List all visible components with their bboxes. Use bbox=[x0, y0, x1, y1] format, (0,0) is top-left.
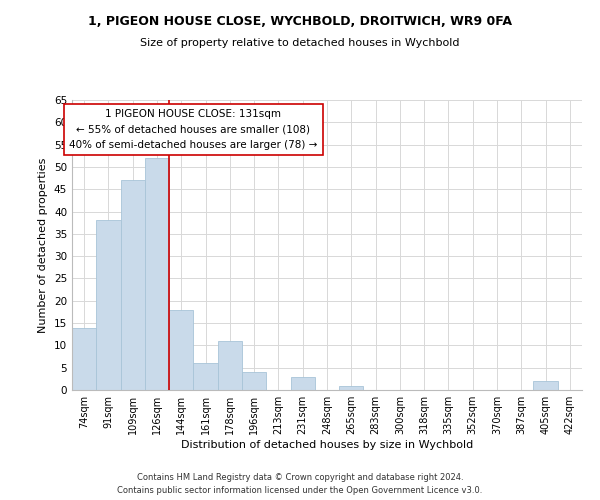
Bar bbox=[242, 372, 266, 390]
Bar bbox=[121, 180, 145, 390]
Text: Size of property relative to detached houses in Wychbold: Size of property relative to detached ho… bbox=[140, 38, 460, 48]
Bar bbox=[96, 220, 121, 390]
Y-axis label: Number of detached properties: Number of detached properties bbox=[38, 158, 49, 332]
Text: 1 PIGEON HOUSE CLOSE: 131sqm
← 55% of detached houses are smaller (108)
40% of s: 1 PIGEON HOUSE CLOSE: 131sqm ← 55% of de… bbox=[69, 109, 317, 150]
X-axis label: Distribution of detached houses by size in Wychbold: Distribution of detached houses by size … bbox=[181, 440, 473, 450]
Bar bbox=[533, 381, 558, 390]
Text: Contains HM Land Registry data © Crown copyright and database right 2024.
Contai: Contains HM Land Registry data © Crown c… bbox=[118, 473, 482, 495]
Bar bbox=[72, 328, 96, 390]
Bar bbox=[169, 310, 193, 390]
Bar bbox=[145, 158, 169, 390]
Text: 1, PIGEON HOUSE CLOSE, WYCHBOLD, DROITWICH, WR9 0FA: 1, PIGEON HOUSE CLOSE, WYCHBOLD, DROITWI… bbox=[88, 15, 512, 28]
Bar bbox=[290, 376, 315, 390]
Bar bbox=[218, 341, 242, 390]
Bar bbox=[339, 386, 364, 390]
Bar bbox=[193, 363, 218, 390]
